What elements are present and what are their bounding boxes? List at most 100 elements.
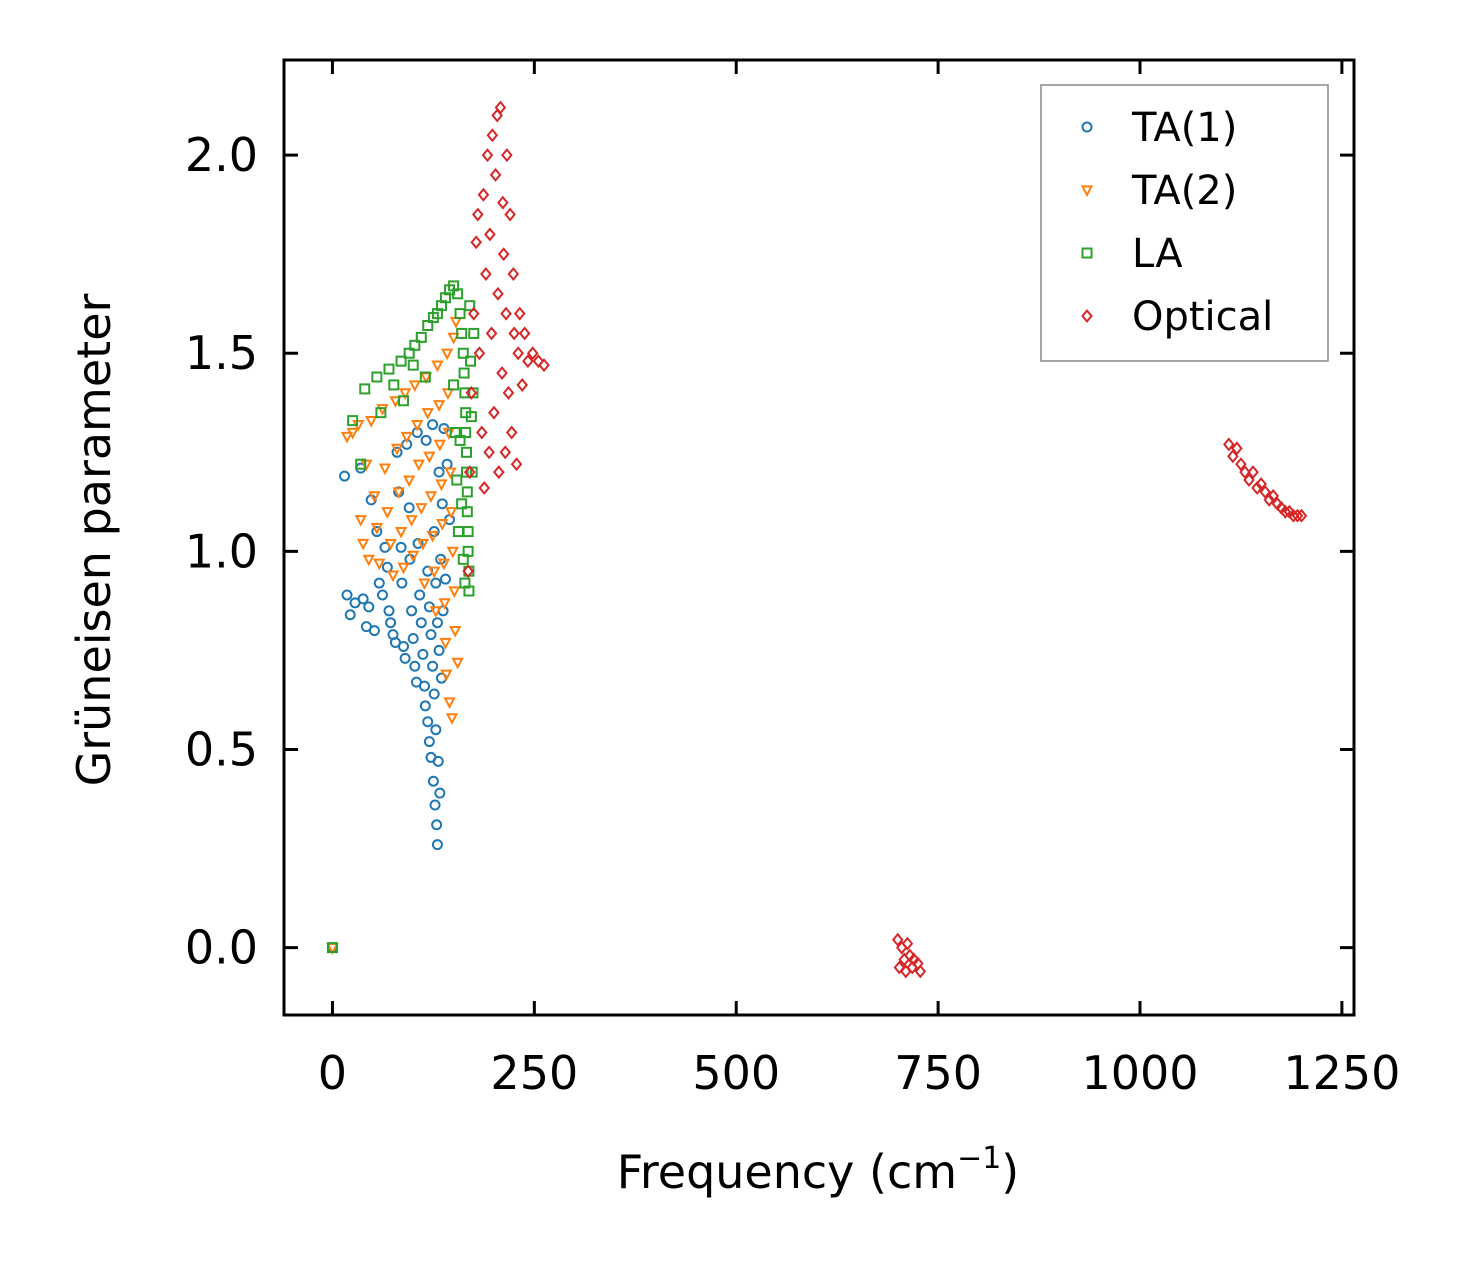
data-point [438, 598, 451, 610]
data-point [360, 459, 373, 472]
data-point [465, 411, 477, 423]
data-point [397, 562, 410, 575]
series-optical [462, 100, 1308, 979]
data-point [449, 316, 463, 329]
data-point [425, 629, 437, 641]
data-point [431, 839, 443, 851]
legend-marker [1081, 121, 1093, 133]
data-point [538, 358, 550, 373]
data-point [480, 267, 492, 281]
data-point [428, 688, 440, 700]
data-point [472, 207, 484, 222]
data-point [457, 347, 469, 359]
data-point [440, 573, 452, 585]
data-point [458, 367, 470, 379]
data-point [512, 346, 524, 361]
data-point [357, 593, 369, 605]
data-point [463, 465, 476, 480]
data-point [384, 538, 397, 551]
legend-label: Optical [1132, 294, 1273, 340]
data-point [1279, 504, 1292, 519]
data-point [368, 491, 381, 503]
data-point [434, 787, 446, 799]
data-point [419, 680, 431, 692]
data-point [419, 700, 431, 712]
data-point [484, 227, 496, 242]
data-point [470, 235, 482, 250]
data-point [396, 577, 408, 589]
data-point [461, 506, 473, 518]
data-point [371, 526, 383, 538]
data-point [381, 507, 394, 519]
data-point [427, 775, 439, 787]
data-point [437, 558, 451, 571]
data-point [419, 371, 431, 383]
data-point [421, 408, 434, 420]
data-point [510, 457, 523, 472]
data-point [449, 626, 462, 638]
data-point [891, 932, 904, 947]
data-point [478, 481, 491, 495]
data-point [493, 465, 505, 480]
data-point [448, 379, 460, 391]
data-point [518, 326, 531, 341]
data-point [423, 451, 436, 464]
data-point [378, 463, 392, 476]
data-point [395, 541, 407, 553]
data-point [371, 371, 383, 383]
data-point [464, 300, 476, 312]
data-point [483, 445, 495, 460]
data-point [433, 644, 445, 656]
x-tick-label: 500 [692, 1046, 780, 1100]
data-point [448, 586, 461, 599]
data-point [377, 589, 389, 601]
x-axis-label-close: ) [1001, 1145, 1019, 1199]
data-point [427, 419, 439, 431]
data-point [516, 377, 529, 392]
data-point [1235, 457, 1247, 472]
data-point [440, 348, 454, 361]
data-point [326, 942, 338, 954]
data-point [417, 648, 429, 660]
data-point [398, 388, 412, 400]
data-point [373, 577, 385, 589]
data-point [418, 578, 431, 591]
data-point [430, 577, 442, 589]
data-point [339, 470, 351, 482]
data-point [1243, 473, 1255, 488]
data-point [403, 502, 415, 514]
x-axis-label-main: Frequency (cm [617, 1145, 957, 1199]
data-point [429, 799, 441, 811]
legend-marker [1080, 185, 1094, 198]
data-point [454, 308, 466, 320]
y-tick-label: 1.5 [185, 326, 258, 380]
data-point [431, 617, 443, 629]
data-point [460, 426, 472, 438]
legend-entry: TA(1) [1081, 105, 1237, 151]
data-point [1295, 508, 1308, 523]
data-point [440, 669, 453, 682]
data-point [436, 498, 448, 510]
data-point [1287, 508, 1300, 523]
y-axis-label: Grüneisen parameter [67, 293, 121, 786]
data-point [426, 530, 439, 543]
data-point [1251, 481, 1263, 495]
y-tick-label: 0.0 [185, 921, 258, 975]
data-point [375, 407, 387, 419]
data-point [444, 467, 457, 480]
data-point [901, 936, 914, 951]
data-point [441, 458, 453, 470]
data-point [407, 359, 419, 371]
data-point [363, 601, 375, 613]
data-point [409, 660, 421, 672]
data-point [430, 724, 442, 736]
data-point [385, 617, 397, 629]
data-point [383, 363, 395, 375]
data-point [391, 446, 403, 458]
data-point [446, 546, 459, 559]
data-point [462, 564, 474, 579]
data-point [486, 128, 499, 143]
data-point [494, 100, 507, 115]
x-tick-label: 1000 [1081, 1046, 1198, 1100]
